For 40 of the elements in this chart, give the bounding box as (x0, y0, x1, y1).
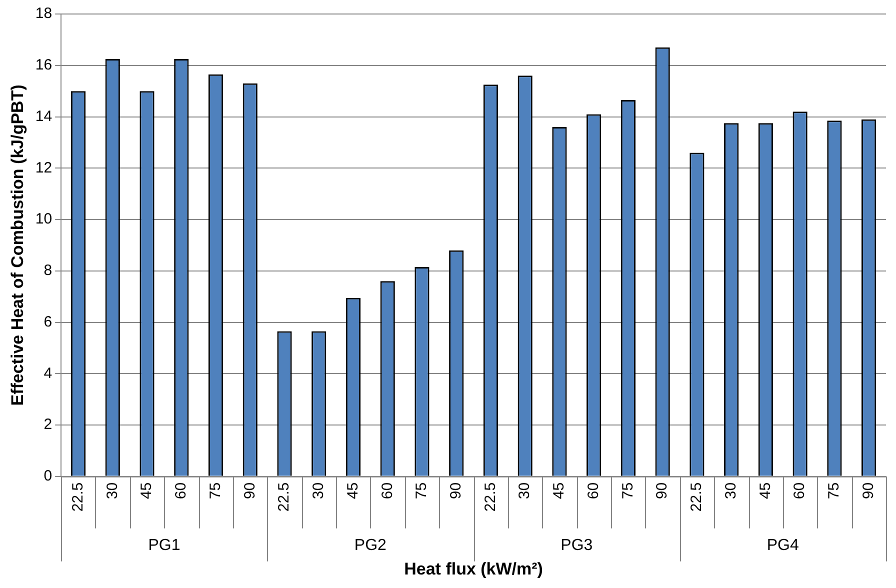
x-tick-label: 30 (104, 482, 121, 500)
y-tick-label: 0 (44, 468, 52, 485)
x-tick-label: 75 (413, 482, 430, 500)
x-tick-label: 22.5 (69, 482, 86, 512)
x-tick-label: 45 (756, 482, 774, 500)
y-tick-label: 8 (44, 262, 52, 280)
y-tick-label: 4 (44, 364, 52, 382)
y-tick-label: 14 (35, 108, 52, 125)
x-tick-label: 90 (447, 482, 464, 500)
x-tick-label: 90 (654, 482, 671, 500)
x-tick-label: 30 (516, 482, 534, 500)
y-tick-label: 2 (44, 416, 52, 434)
x-tick-label: 75 (619, 482, 636, 500)
x-tick-label: 22.5 (688, 482, 706, 512)
x-tick-label: 90 (860, 482, 877, 500)
x-tick-label: 30 (310, 482, 328, 500)
x-tick-label: 60 (791, 482, 808, 500)
x-tick-label: 60 (584, 482, 602, 500)
y-tick-label: 10 (35, 210, 52, 228)
x-tick-label: 22.5 (276, 482, 293, 512)
y-tick-label: 16 (35, 56, 52, 74)
x-tick-label: 45 (550, 482, 568, 500)
text: PG4 (766, 536, 799, 554)
y-tick-label: 6 (44, 313, 52, 330)
x-tick-label: 22.5 (482, 482, 499, 512)
x-tick-label: 45 (344, 482, 362, 500)
text: PG1 (148, 536, 180, 554)
x-tick-label: 75 (206, 482, 224, 500)
y-tick-label: 18 (35, 5, 52, 22)
text: PG2 (354, 536, 387, 554)
x-tick-label: 30 (722, 482, 740, 500)
x-tick-label: 60 (172, 482, 190, 500)
y-tick-label: 12 (35, 159, 52, 176)
text: PG3 (560, 536, 593, 554)
x-tick-label: 45 (138, 482, 156, 500)
x-tick-label: 90 (241, 482, 258, 500)
x-axis-title: Heat flux (kW/m²) (404, 559, 543, 578)
y-axis-title: Effective Heat of Combustion (kJ/gPBT) (8, 84, 27, 406)
x-tick-label: 75 (826, 482, 843, 500)
x-tick-label: 60 (378, 482, 396, 500)
